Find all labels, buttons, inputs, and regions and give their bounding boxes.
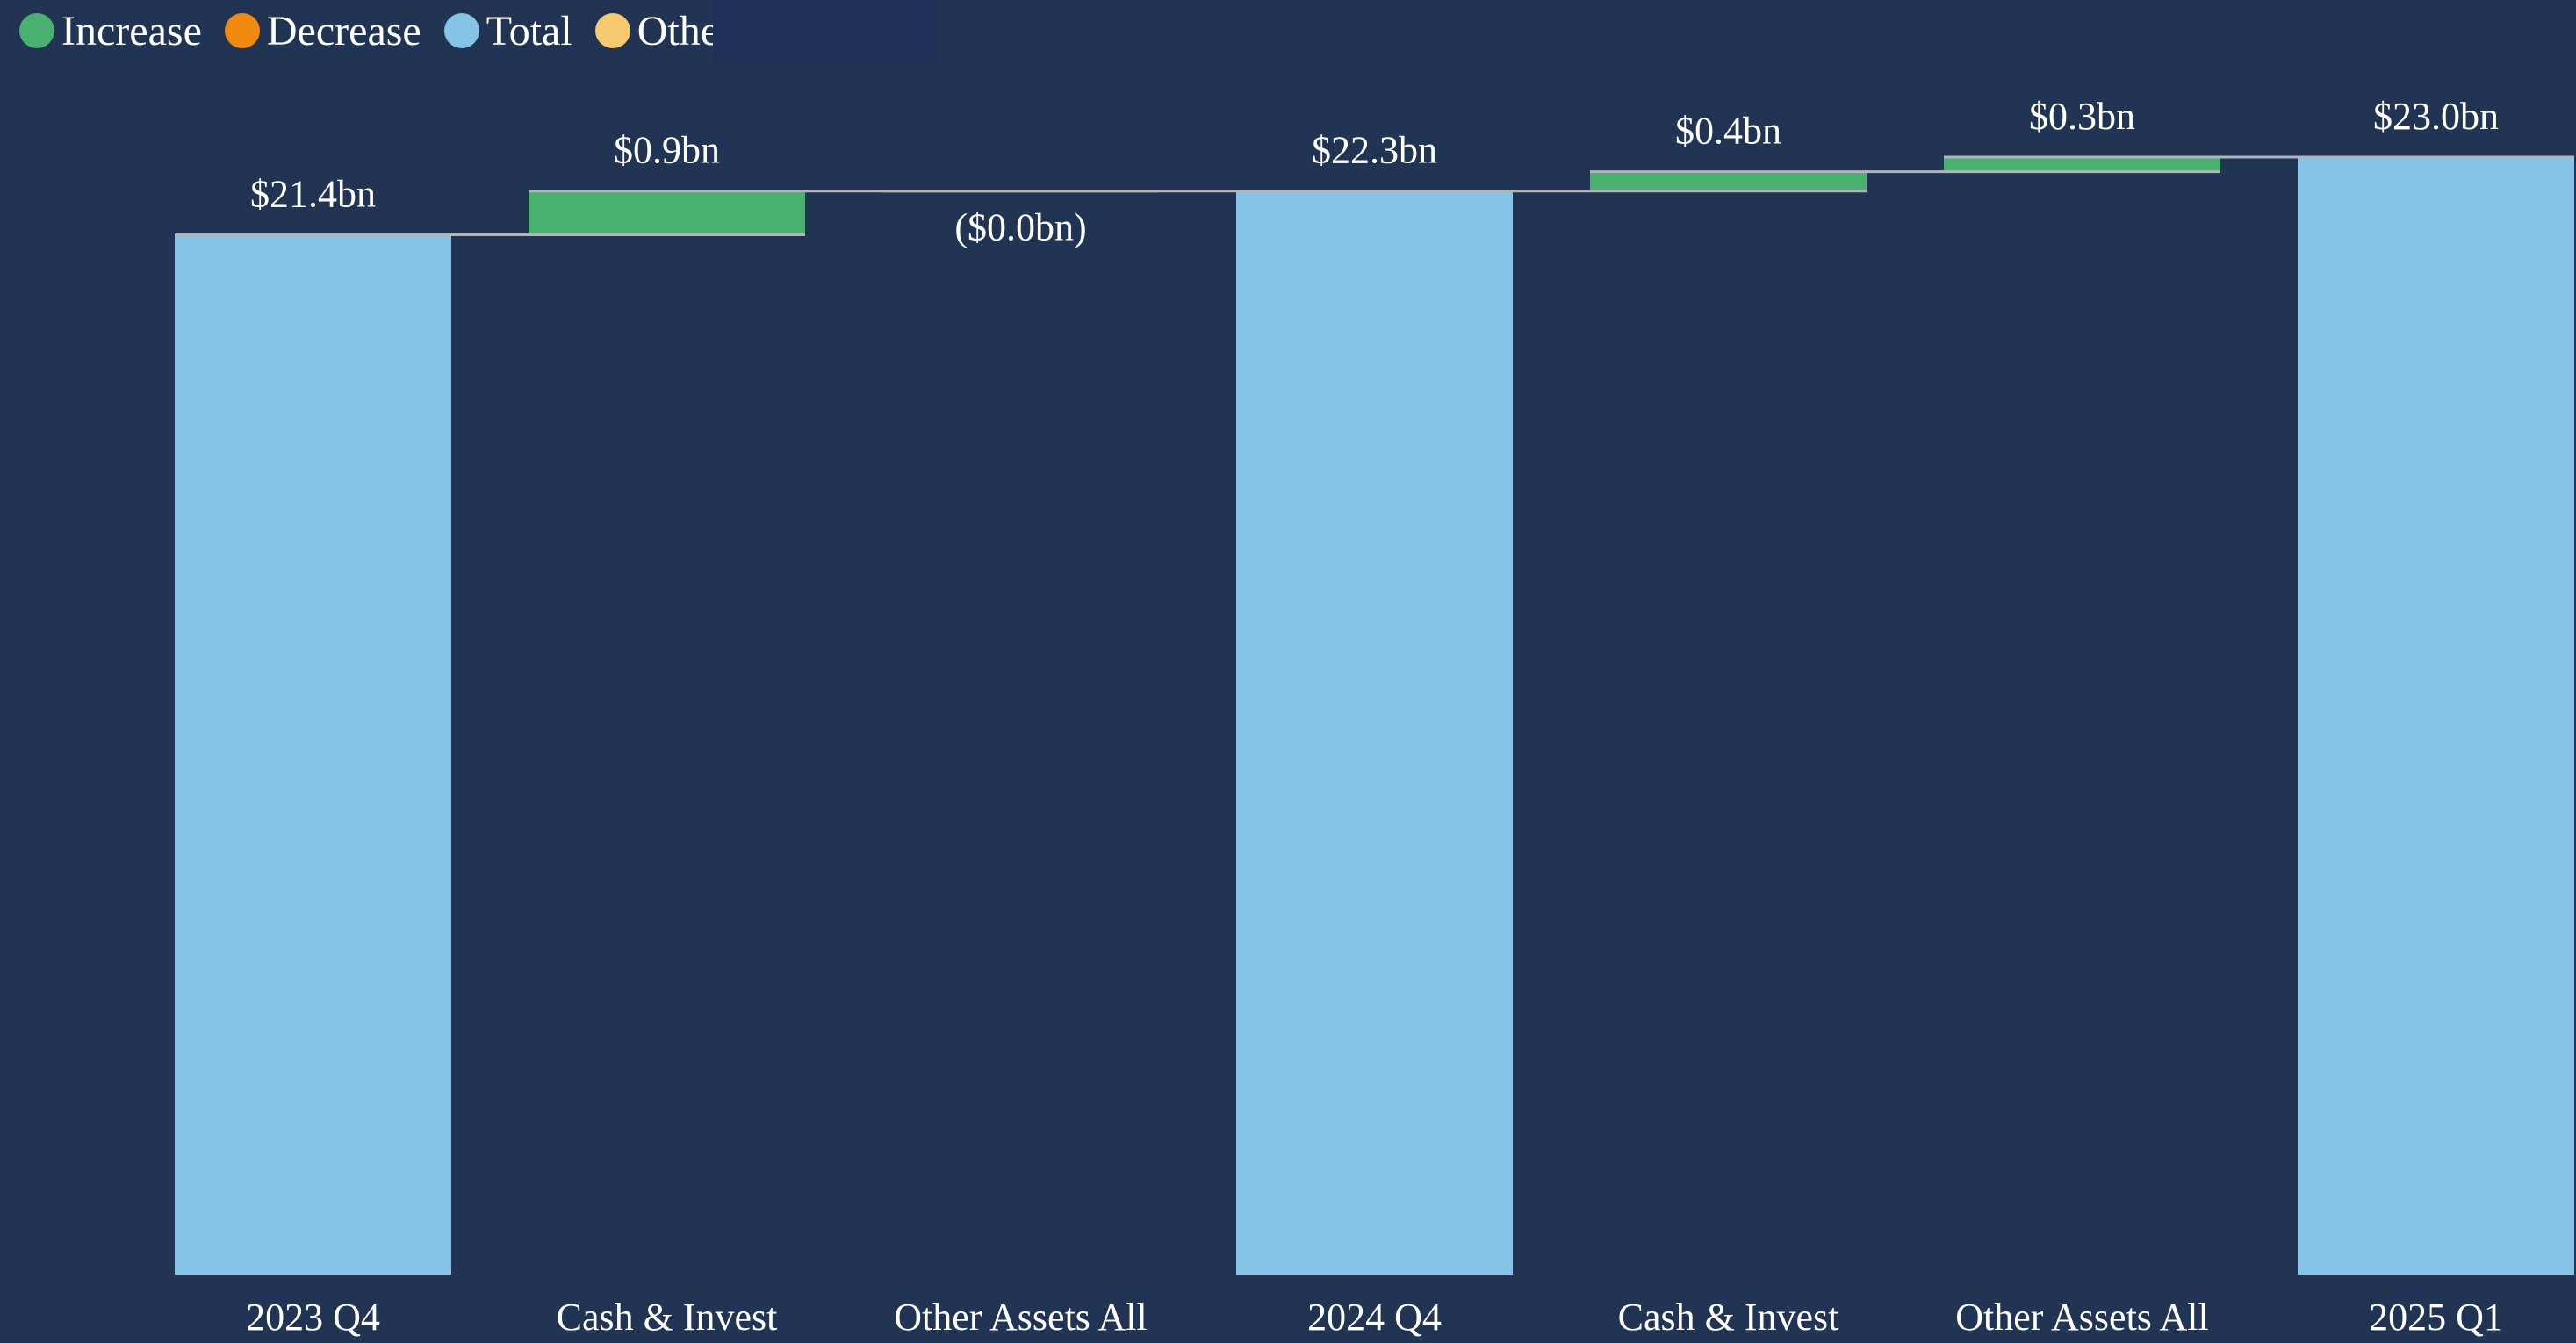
x-axis-tick-labels: 2023 Q4 Cash & Invest Other Assets All 2024…	[246, 1296, 2503, 1339]
bar-total-3[interactable]	[1236, 190, 1513, 1275]
bars-layer	[175, 157, 2574, 1275]
x-tick-label-5: Other Assets All	[1955, 1296, 2208, 1339]
data-label-3: $22.3bn	[1312, 129, 1437, 172]
connectors-layer	[175, 155, 2574, 237]
x-tick-label-3: 2024 Q4	[1307, 1296, 1442, 1339]
data-label-1: $0.9bn	[614, 129, 720, 172]
legend-label-other: Other	[637, 7, 713, 54]
data-label-2: ($0.0bn)	[954, 206, 1086, 249]
data-label-5: $0.3bn	[2029, 95, 2135, 138]
legend-item-total[interactable]: Total	[443, 7, 572, 55]
legend-marker-other	[594, 13, 630, 48]
x-tick-label-1: Cash & Invest	[557, 1296, 778, 1339]
legend-item-other[interactable]: Other	[594, 7, 713, 55]
legend-marker-decrease	[224, 13, 260, 48]
legend-overflow-area[interactable]	[713, 0, 938, 63]
x-tick-label-0: 2023 Q4	[246, 1296, 380, 1339]
legend-item-decrease[interactable]: Decrease	[224, 7, 421, 55]
bar-total-0[interactable]	[175, 234, 451, 1275]
data-label-6: $23.0bn	[2373, 95, 2499, 138]
legend-item-increase[interactable]: Increase	[19, 7, 202, 55]
legend-label-decrease: Decrease	[266, 7, 421, 54]
x-tick-label-6: 2025 Q1	[2369, 1296, 2503, 1339]
legend-marker-total	[443, 13, 479, 48]
bar-total-6[interactable]	[2298, 157, 2574, 1275]
chart-legend: Increase Decrease Total Other	[19, 0, 713, 61]
x-tick-label-4: Cash & Invest	[1618, 1296, 1839, 1339]
bar-increase-5[interactable]	[1944, 157, 2220, 172]
legend-marker-increase	[19, 13, 54, 48]
data-label-4: $0.4bn	[1675, 110, 1781, 153]
legend-label-total: Total	[486, 7, 572, 54]
bar-increase-4[interactable]	[1590, 171, 1867, 191]
x-tick-label-2: Other Assets All	[894, 1296, 1147, 1339]
data-label-0: $21.4bn	[250, 173, 376, 216]
legend-label-increase: Increase	[61, 7, 202, 54]
bar-increase-1[interactable]	[529, 190, 805, 235]
data-labels-layer: $21.4bn $0.9bn ($0.0bn) $22.3bn $0.4bn $0.3bn…	[250, 95, 2499, 249]
